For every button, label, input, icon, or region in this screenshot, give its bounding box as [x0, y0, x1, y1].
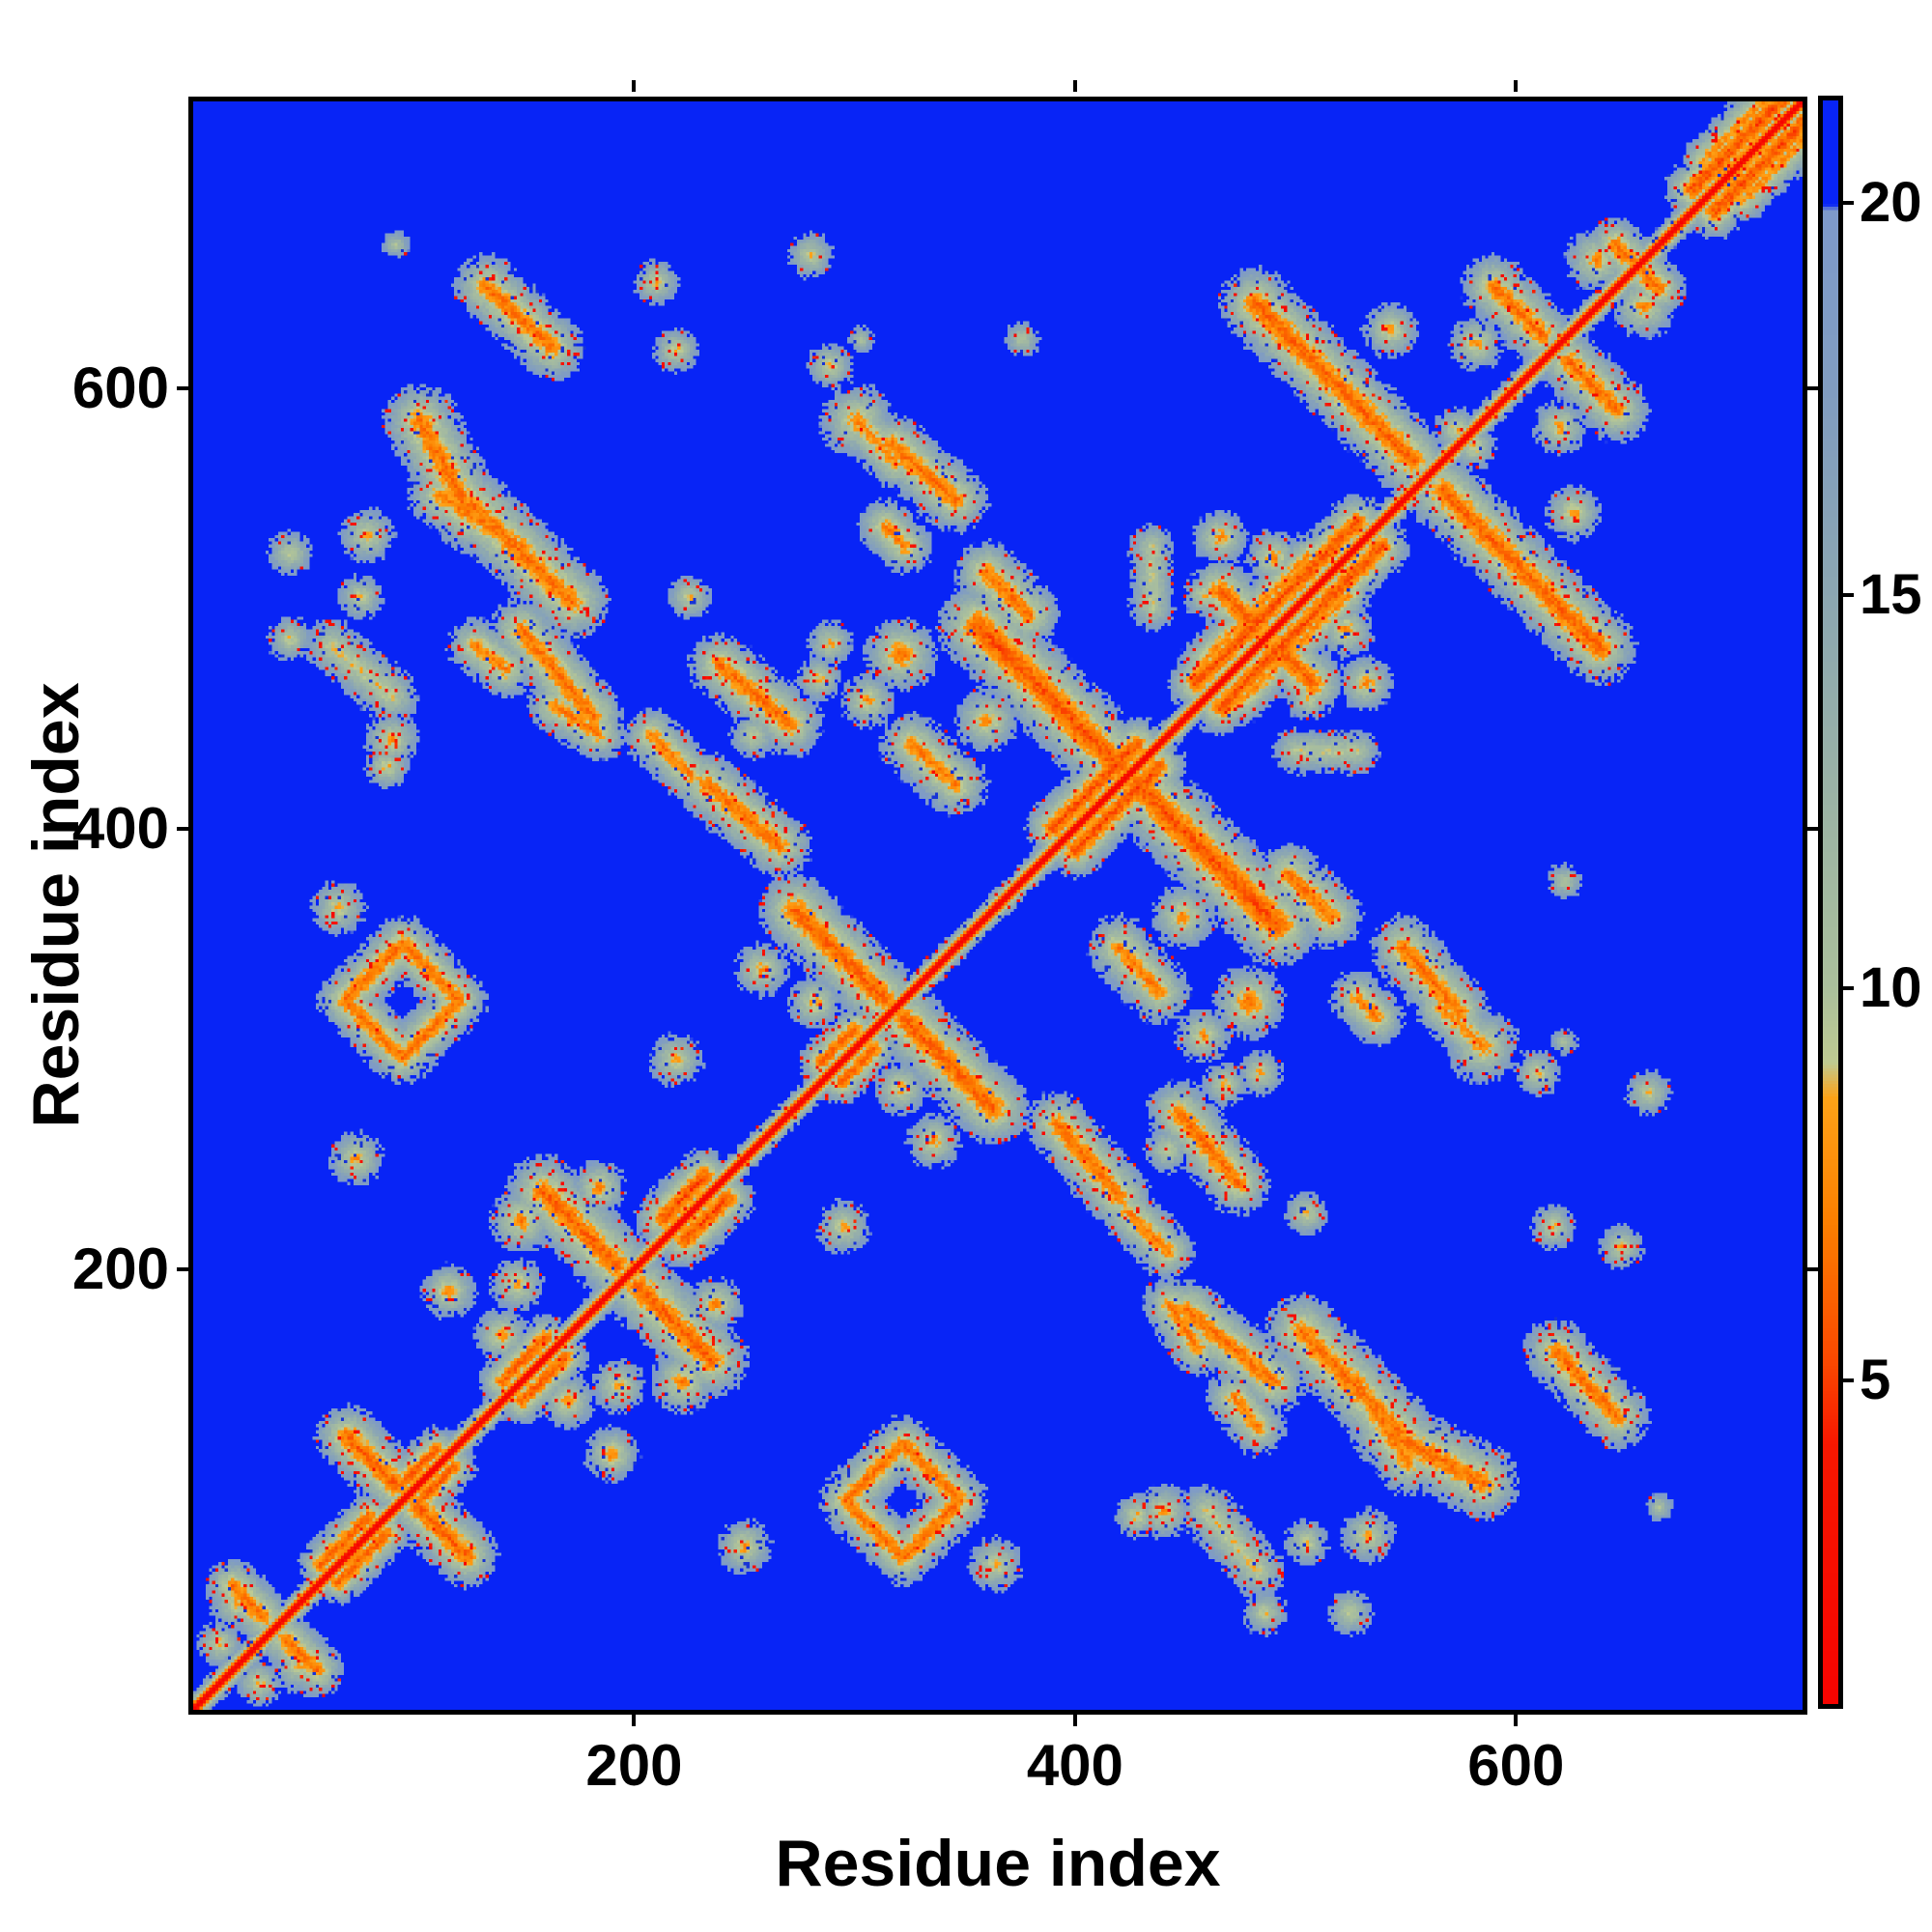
y-tick-mark — [177, 1266, 188, 1271]
x-top-tick-mark — [1514, 80, 1519, 92]
x-top-tick-mark — [632, 80, 637, 92]
y-right-tick-mark — [1807, 1266, 1819, 1271]
colorbar-gradient — [1823, 100, 1838, 1704]
y-axis-title: Residue index — [19, 682, 93, 1128]
colorbar-tick-label: 15 — [1860, 563, 1922, 627]
colorbar-tick-mark — [1843, 1378, 1854, 1383]
y-tick-mark — [177, 826, 188, 831]
colorbar-tick-label: 20 — [1860, 170, 1922, 234]
heatmap-plot-area — [188, 97, 1807, 1715]
x-tick-label: 200 — [585, 1733, 683, 1798]
x-tick-label: 600 — [1467, 1733, 1565, 1798]
x-tick-mark — [1072, 1715, 1077, 1726]
x-tick-mark — [1514, 1715, 1519, 1726]
x-axis-title: Residue index — [775, 1827, 1221, 1900]
colorbar-tick-label: 10 — [1860, 955, 1922, 1019]
colorbar — [1818, 96, 1843, 1709]
colorbar-tick-mark — [1843, 593, 1854, 598]
x-tick-label: 400 — [1026, 1733, 1123, 1798]
x-top-tick-mark — [1072, 80, 1077, 92]
y-right-tick-mark — [1807, 826, 1819, 831]
y-tick-label: 400 — [71, 795, 169, 861]
y-tick-label: 200 — [71, 1236, 169, 1301]
x-tick-mark — [632, 1715, 637, 1726]
distance-matrix-heatmap — [193, 101, 1803, 1710]
y-tick-mark — [177, 385, 188, 390]
y-right-tick-mark — [1807, 385, 1819, 390]
colorbar-tick-mark — [1843, 985, 1854, 990]
colorbar-tick-label: 5 — [1860, 1349, 1891, 1412]
y-tick-label: 600 — [71, 355, 169, 420]
colorbar-tick-mark — [1843, 200, 1854, 205]
